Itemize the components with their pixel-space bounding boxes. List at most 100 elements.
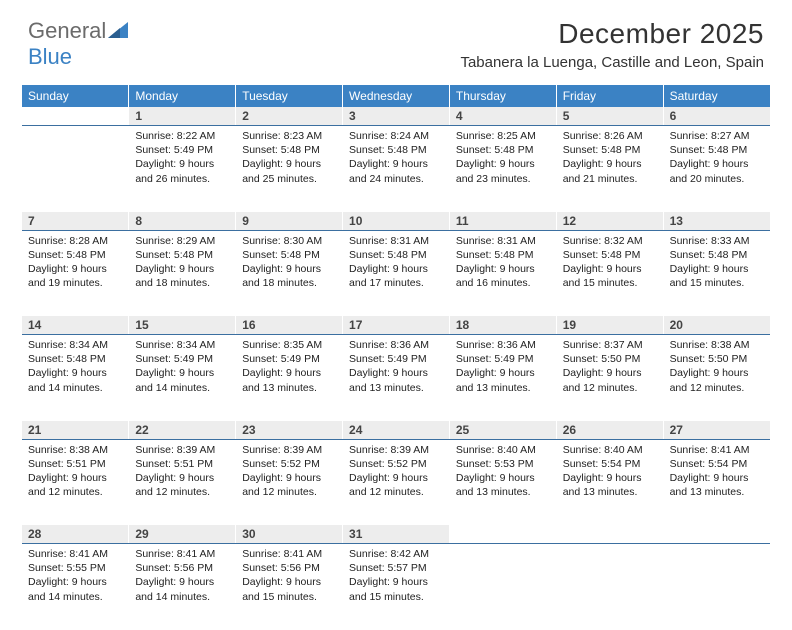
brand-part1: General: [28, 18, 106, 43]
day-data-cell: Sunrise: 8:41 AMSunset: 5:54 PMDaylight:…: [663, 439, 770, 525]
day-data: Sunrise: 8:34 AMSunset: 5:49 PMDaylight:…: [129, 335, 235, 401]
day-data-cell: Sunrise: 8:29 AMSunset: 5:48 PMDaylight:…: [129, 230, 236, 316]
title-block: December 2025 Tabanera la Luenga, Castil…: [460, 18, 764, 71]
day-data: Sunrise: 8:26 AMSunset: 5:48 PMDaylight:…: [557, 126, 663, 192]
day-data: Sunrise: 8:27 AMSunset: 5:48 PMDaylight:…: [664, 126, 770, 192]
day-data: Sunrise: 8:39 AMSunset: 5:52 PMDaylight:…: [236, 440, 342, 506]
day-number: 16: [236, 316, 342, 334]
day-data: Sunrise: 8:30 AMSunset: 5:48 PMDaylight:…: [236, 231, 342, 297]
empty-cell: [556, 525, 663, 544]
day-data-cell: Sunrise: 8:42 AMSunset: 5:57 PMDaylight:…: [343, 544, 450, 630]
day-number: 22: [129, 421, 235, 439]
day-number-cell: 24: [343, 421, 450, 440]
day-number-cell: 12: [556, 212, 663, 231]
day-data: Sunrise: 8:33 AMSunset: 5:48 PMDaylight:…: [664, 231, 770, 297]
day-data: Sunrise: 8:35 AMSunset: 5:49 PMDaylight:…: [236, 335, 342, 401]
daynum-row: 14151617181920: [22, 316, 770, 335]
day-number: 3: [343, 107, 449, 125]
day-data: Sunrise: 8:37 AMSunset: 5:50 PMDaylight:…: [557, 335, 663, 401]
day-number-cell: 6: [663, 107, 770, 126]
day-number-cell: 5: [556, 107, 663, 126]
day-number: 4: [450, 107, 556, 125]
day-number: 19: [557, 316, 663, 334]
day-data: Sunrise: 8:24 AMSunset: 5:48 PMDaylight:…: [343, 126, 449, 192]
day-number: 26: [557, 421, 663, 439]
day-number-cell: 9: [236, 212, 343, 231]
day-number: 15: [129, 316, 235, 334]
day-number: 27: [664, 421, 770, 439]
daydata-row: Sunrise: 8:34 AMSunset: 5:48 PMDaylight:…: [22, 335, 770, 421]
day-data: Sunrise: 8:25 AMSunset: 5:48 PMDaylight:…: [450, 126, 556, 192]
day-number-cell: 21: [22, 421, 129, 440]
empty-cell: [22, 126, 129, 212]
day-number: 23: [236, 421, 342, 439]
empty-cell: [449, 525, 556, 544]
triangle-icon: [108, 22, 128, 43]
day-number-cell: 7: [22, 212, 129, 231]
calendar-table: SundayMondayTuesdayWednesdayThursdayFrid…: [22, 85, 770, 630]
empty-cell: [22, 107, 129, 126]
header: General Blue December 2025 Tabanera la L…: [0, 0, 792, 77]
day-number-cell: 2: [236, 107, 343, 126]
day-data-cell: Sunrise: 8:32 AMSunset: 5:48 PMDaylight:…: [556, 230, 663, 316]
day-data-cell: Sunrise: 8:39 AMSunset: 5:52 PMDaylight:…: [236, 439, 343, 525]
day-data-cell: Sunrise: 8:31 AMSunset: 5:48 PMDaylight:…: [449, 230, 556, 316]
day-data: Sunrise: 8:28 AMSunset: 5:48 PMDaylight:…: [22, 231, 128, 297]
day-number: 20: [664, 316, 770, 334]
weekday-header: Saturday: [663, 85, 770, 107]
day-number: 31: [343, 525, 449, 543]
day-number: 10: [343, 212, 449, 230]
day-data-cell: Sunrise: 8:38 AMSunset: 5:51 PMDaylight:…: [22, 439, 129, 525]
day-data-cell: Sunrise: 8:27 AMSunset: 5:48 PMDaylight:…: [663, 126, 770, 212]
day-data: Sunrise: 8:39 AMSunset: 5:51 PMDaylight:…: [129, 440, 235, 506]
empty-cell: [663, 525, 770, 544]
day-data-cell: Sunrise: 8:41 AMSunset: 5:55 PMDaylight:…: [22, 544, 129, 630]
weekday-header: Tuesday: [236, 85, 343, 107]
day-data: Sunrise: 8:36 AMSunset: 5:49 PMDaylight:…: [343, 335, 449, 401]
day-data-cell: Sunrise: 8:38 AMSunset: 5:50 PMDaylight:…: [663, 335, 770, 421]
brand-logo: General Blue: [28, 18, 128, 70]
daynum-row: 123456: [22, 107, 770, 126]
empty-cell: [556, 544, 663, 630]
day-data: Sunrise: 8:29 AMSunset: 5:48 PMDaylight:…: [129, 231, 235, 297]
day-data-cell: Sunrise: 8:40 AMSunset: 5:54 PMDaylight:…: [556, 439, 663, 525]
day-number: 14: [22, 316, 128, 334]
day-data-cell: Sunrise: 8:26 AMSunset: 5:48 PMDaylight:…: [556, 126, 663, 212]
day-number: 12: [557, 212, 663, 230]
day-data: Sunrise: 8:34 AMSunset: 5:48 PMDaylight:…: [22, 335, 128, 401]
day-data: Sunrise: 8:41 AMSunset: 5:56 PMDaylight:…: [236, 544, 342, 610]
day-data: Sunrise: 8:42 AMSunset: 5:57 PMDaylight:…: [343, 544, 449, 610]
day-data-cell: Sunrise: 8:40 AMSunset: 5:53 PMDaylight:…: [449, 439, 556, 525]
weekday-header: Thursday: [449, 85, 556, 107]
day-data-cell: Sunrise: 8:25 AMSunset: 5:48 PMDaylight:…: [449, 126, 556, 212]
day-number-cell: 29: [129, 525, 236, 544]
day-number-cell: 26: [556, 421, 663, 440]
day-number-cell: 3: [343, 107, 450, 126]
day-data-cell: Sunrise: 8:35 AMSunset: 5:49 PMDaylight:…: [236, 335, 343, 421]
day-number: 8: [129, 212, 235, 230]
day-number-cell: 22: [129, 421, 236, 440]
weekday-header: Wednesday: [343, 85, 450, 107]
day-number-cell: 28: [22, 525, 129, 544]
day-number-cell: 27: [663, 421, 770, 440]
brand-part2: Blue: [28, 44, 72, 69]
day-data: Sunrise: 8:36 AMSunset: 5:49 PMDaylight:…: [450, 335, 556, 401]
day-data-cell: Sunrise: 8:39 AMSunset: 5:52 PMDaylight:…: [343, 439, 450, 525]
day-number-cell: 8: [129, 212, 236, 231]
daynum-row: 28293031: [22, 525, 770, 544]
day-number: 9: [236, 212, 342, 230]
day-number-cell: 4: [449, 107, 556, 126]
day-number: 18: [450, 316, 556, 334]
day-number: 29: [129, 525, 235, 543]
day-number-cell: 15: [129, 316, 236, 335]
calendar-body: 123456Sunrise: 8:22 AMSunset: 5:49 PMDay…: [22, 107, 770, 630]
day-data: Sunrise: 8:39 AMSunset: 5:52 PMDaylight:…: [343, 440, 449, 506]
weekday-header: Monday: [129, 85, 236, 107]
day-number: 30: [236, 525, 342, 543]
day-data: Sunrise: 8:31 AMSunset: 5:48 PMDaylight:…: [343, 231, 449, 297]
day-data-cell: Sunrise: 8:37 AMSunset: 5:50 PMDaylight:…: [556, 335, 663, 421]
day-number-cell: 30: [236, 525, 343, 544]
daynum-row: 21222324252627: [22, 421, 770, 440]
day-number-cell: 1: [129, 107, 236, 126]
day-number-cell: 31: [343, 525, 450, 544]
